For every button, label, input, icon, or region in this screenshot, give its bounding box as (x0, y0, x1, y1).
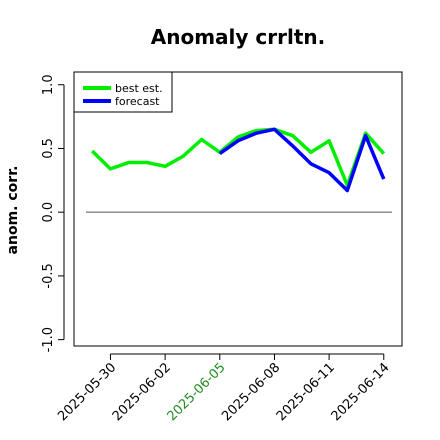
legend-label-forecast: forecast (115, 95, 160, 108)
y-tick-label: 1.0 (41, 74, 56, 95)
series-line-best-est (90, 127, 386, 188)
series-line-forecast (218, 127, 386, 193)
chart-title: Anomaly crrltn. (151, 25, 325, 49)
y-tick-label: 0.0 (41, 202, 56, 223)
x-axis: 2025-05-302025-06-022025-06-052025-06-08… (55, 353, 393, 424)
legend-label-best-est: best est. (115, 82, 163, 95)
y-tick-label: -1.0 (41, 327, 56, 352)
y-tick-label: 0.5 (41, 138, 56, 159)
series-lines (90, 127, 386, 193)
y-axis-label: anom. corr. (5, 166, 21, 255)
y-axis: -1.0 -0.5 0.0 0.5 1.0 (41, 74, 65, 352)
y-tick-label: -0.5 (41, 263, 56, 288)
legend-box (73, 71, 173, 113)
x-tick-label: 2025-06-14 (329, 360, 393, 424)
plot-frame (73, 71, 403, 347)
legend: best est. forecast (73, 71, 173, 113)
